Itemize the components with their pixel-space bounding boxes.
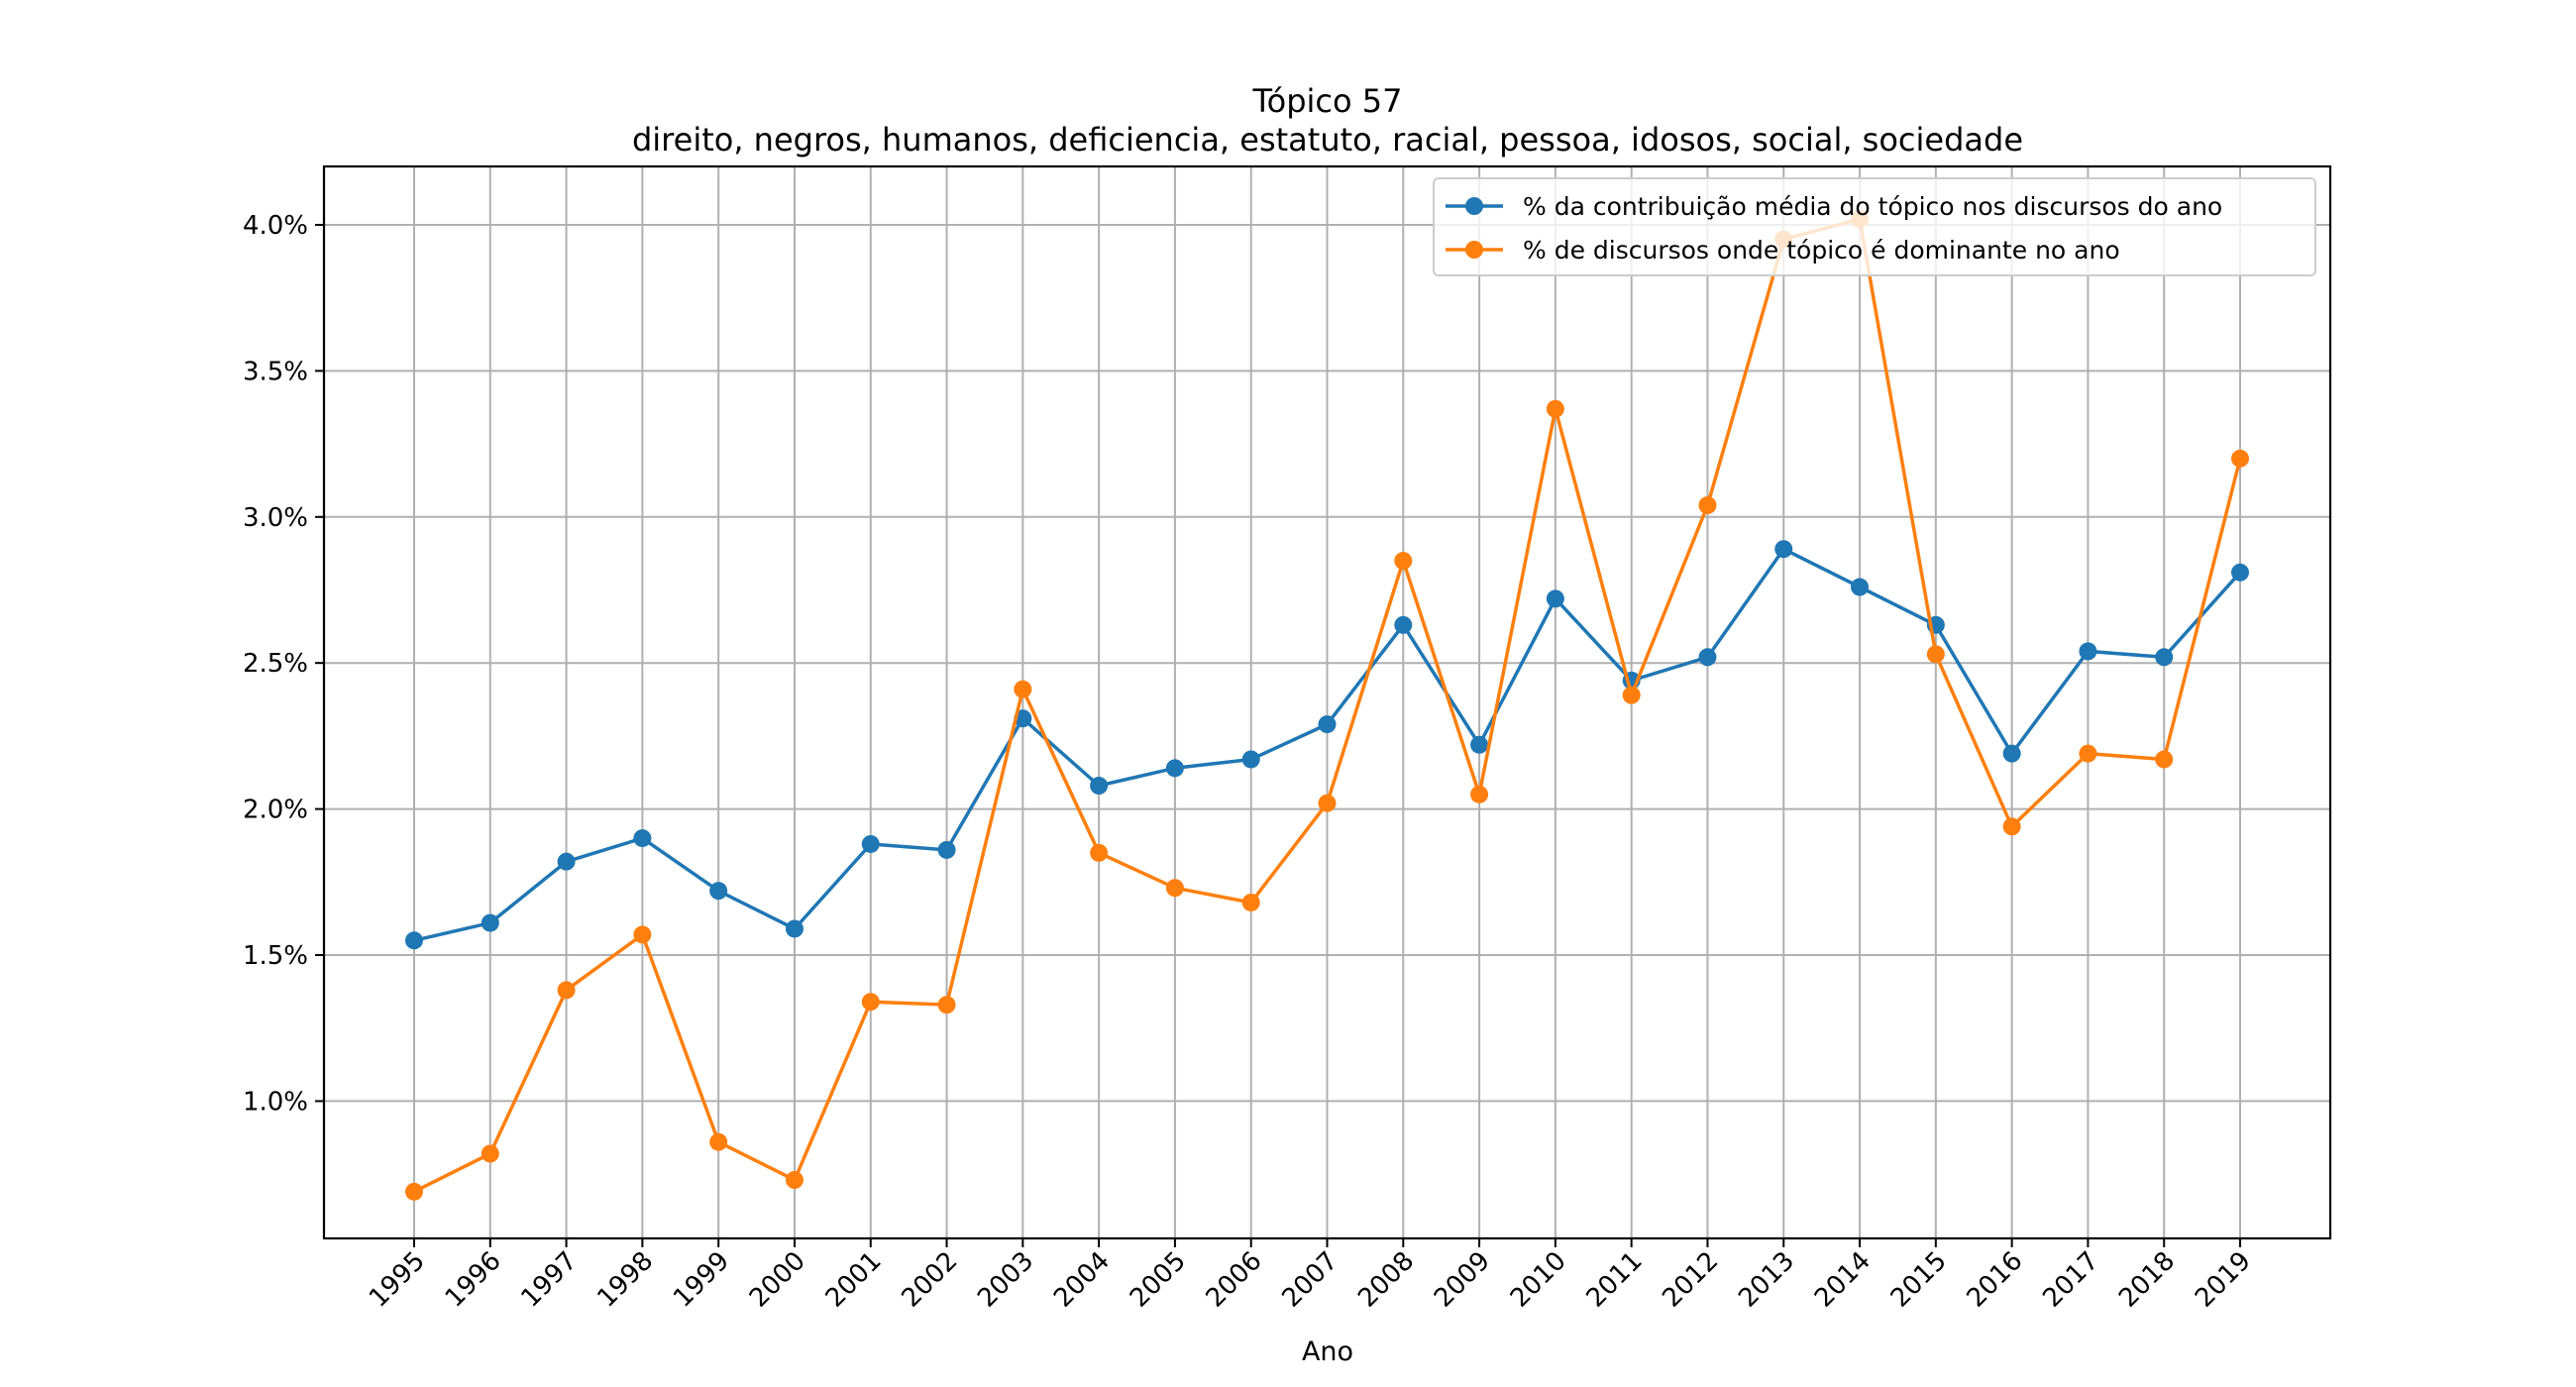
series-2-point xyxy=(1698,495,1717,514)
series-1-point xyxy=(481,913,499,932)
series-1-point xyxy=(633,829,652,848)
series-2-point xyxy=(633,925,652,944)
series-2-point xyxy=(1394,552,1413,571)
series-2-point xyxy=(1546,399,1564,418)
series-2-point xyxy=(1318,794,1337,812)
chart-title: Tópico 57 xyxy=(1252,82,1403,120)
series-2-point xyxy=(1090,843,1109,862)
series-1-point xyxy=(405,931,423,950)
series-1-point xyxy=(861,834,880,853)
series-2-point xyxy=(1622,686,1641,704)
series-2-point xyxy=(2002,817,2021,836)
series-1-point xyxy=(709,882,728,901)
series-2-point xyxy=(785,1171,804,1190)
series-1-point xyxy=(2155,648,2174,667)
series-1-point xyxy=(1546,589,1564,608)
series-2-point xyxy=(2079,744,2097,763)
y-tick-label: 3.0% xyxy=(243,503,308,533)
series-2-point xyxy=(1165,879,1184,898)
chart-subtitle: direito, negros, humanos, deficiencia, e… xyxy=(632,121,2023,159)
series-1-point xyxy=(1090,777,1109,796)
legend-label-2: % de discursos onde tópico é dominante n… xyxy=(1523,236,2120,265)
series-2-point xyxy=(1014,680,1032,698)
series-2-point xyxy=(1926,645,1945,664)
series-2-point xyxy=(481,1144,499,1163)
series-layer xyxy=(405,210,2249,1201)
series-1-point xyxy=(1470,735,1489,754)
series-2-point xyxy=(1470,785,1489,803)
y-tick-label: 2.5% xyxy=(243,649,308,679)
series-1-point xyxy=(2231,563,2249,582)
y-tick-label: 1.5% xyxy=(243,941,308,971)
y-tick-label: 2.0% xyxy=(243,796,308,825)
series-2-point xyxy=(557,981,576,1000)
legend: % da contribuição média do tópico nos di… xyxy=(1433,177,2316,276)
series-1-point xyxy=(1165,759,1184,778)
x-axis-label: Ano xyxy=(1302,1336,1353,1367)
y-tick-label: 1.0% xyxy=(243,1087,308,1117)
series-2-point xyxy=(2155,750,2174,769)
legend-marker-2 xyxy=(1465,241,1483,259)
series-2-point xyxy=(709,1132,728,1151)
legend-box xyxy=(1433,177,2316,276)
series-1-point xyxy=(1318,715,1337,734)
legend-marker-1 xyxy=(1465,197,1483,215)
series-1-point xyxy=(1774,540,1793,559)
series-1-point xyxy=(1394,615,1413,634)
series-1-point xyxy=(557,852,576,871)
series-1-point xyxy=(2002,744,2021,763)
series-2-point xyxy=(937,996,956,1014)
series-1-point xyxy=(2079,642,2097,661)
series-2-point xyxy=(861,993,880,1012)
series-1-point xyxy=(1851,578,1870,596)
series-2-point xyxy=(1241,893,1260,911)
series-2-point xyxy=(405,1182,423,1201)
series-1-point xyxy=(1698,648,1717,667)
y-tick-label: 3.5% xyxy=(243,357,308,386)
series-1-point xyxy=(1241,750,1260,769)
legend-label-1: % da contribuição média do tópico nos di… xyxy=(1523,192,2222,221)
y-tick-label: 4.0% xyxy=(243,211,308,241)
series-1-point xyxy=(785,919,804,938)
series-2-point xyxy=(2231,449,2249,468)
series-1-point xyxy=(937,840,956,859)
